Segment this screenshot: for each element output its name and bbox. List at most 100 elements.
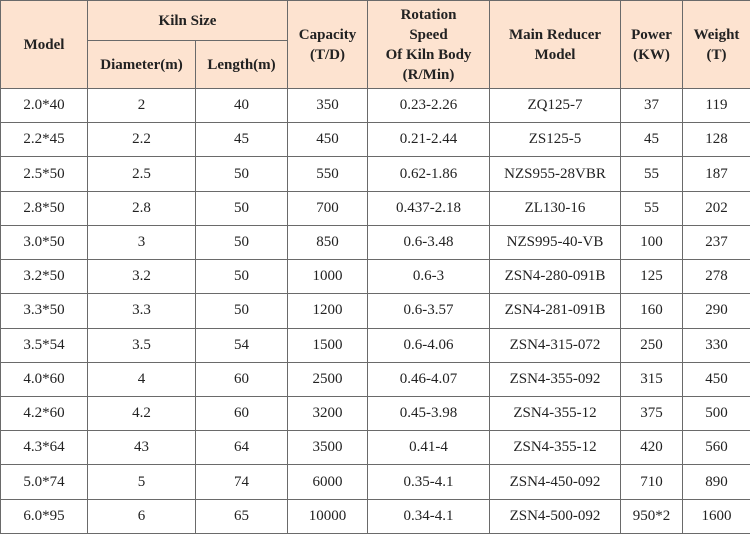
table-cell: 55 xyxy=(620,190,684,226)
header-text: Power xyxy=(631,26,672,43)
table-cell: 560 xyxy=(682,430,750,466)
table-cell: 64 xyxy=(194,430,289,466)
header-cell: Model xyxy=(0,0,88,89)
table-cell: 50 xyxy=(194,156,289,192)
table-cell: 0.6-4.06 xyxy=(367,327,491,363)
header-text: (T) xyxy=(706,46,727,63)
header-cell: Main Reducer Model xyxy=(489,0,622,89)
header-text: (KW) xyxy=(633,46,670,63)
table-cell: 2.5*50 xyxy=(0,156,88,192)
table-cell: 2.8*50 xyxy=(0,190,88,226)
header-cell: Length(m) xyxy=(194,40,289,89)
header-text: Model xyxy=(534,46,576,63)
header-row: Model Kiln Size Capacity (T/D) Rotation Sp… xyxy=(0,0,750,89)
table-row: 5.0*74 5 74 6000 0.35-4.1 ZSN4-450-092 710 890 xyxy=(0,464,750,500)
table-cell: 290 xyxy=(682,293,750,329)
table-row: 2.2*45 2.2 45 450 0.21-2.44 ZS125-5 45 128 xyxy=(0,122,750,158)
table-cell: 43 xyxy=(87,430,196,466)
table-cell: ZSN4-355-092 xyxy=(489,361,622,397)
header-cell: Power (KW) xyxy=(620,0,684,89)
table-cell: 3.2*50 xyxy=(0,259,88,295)
table-cell: 450 xyxy=(287,122,369,158)
table-cell: 850 xyxy=(287,224,369,261)
table-cell: 55 xyxy=(620,156,684,192)
table-cell: 350 xyxy=(287,87,369,124)
table-cell: 0.23-2.26 xyxy=(367,87,491,124)
table-cell: 700 xyxy=(287,190,369,226)
table-cell: 4.3*64 xyxy=(0,430,88,466)
table-cell: ZS125-5 xyxy=(489,122,622,158)
header-row: Diameter(m) Length(m) xyxy=(1,40,750,89)
table-cell: 119 xyxy=(682,87,750,124)
table-row: 2.5*50 2.5 50 550 0.62-1.86 NZS955-28VBR 55 187 xyxy=(0,156,750,192)
table-cell: 500 xyxy=(682,395,750,432)
header-text: Model xyxy=(23,36,65,53)
table-cell: 710 xyxy=(620,464,684,500)
table-cell: 1000 xyxy=(287,259,369,295)
table-cell: 0.62-1.86 xyxy=(367,156,491,192)
table-row: 3.3*50 3.3 50 1200 0.6-3.57 ZSN4-281-091B 160 2… xyxy=(0,293,750,329)
table-cell: 0.6-3.57 xyxy=(367,293,491,329)
table-cell: 3200 xyxy=(287,395,369,432)
table-cell: ZSN4-315-072 xyxy=(489,327,622,363)
header-text: Kiln Size xyxy=(158,12,217,29)
header-cell: Rotation Speed Of Kiln Body (R/Min) xyxy=(367,0,491,89)
table-cell: 128 xyxy=(682,122,750,158)
table-cell: 2.2 xyxy=(87,122,196,158)
table-cell: 3.2 xyxy=(87,259,196,295)
table-cell: 160 xyxy=(620,293,684,329)
table-cell: 40 xyxy=(194,87,289,124)
table-cell: 890 xyxy=(682,464,750,500)
table-row: 3.5*54 3.5 54 1500 0.6-4.06 ZSN4-315-072 250 33… xyxy=(0,327,750,363)
table-cell: 450 xyxy=(682,361,750,397)
header-text: (T/D) xyxy=(310,46,346,63)
table-cell: 3500 xyxy=(287,430,369,466)
table-cell: 950*2 xyxy=(620,498,684,534)
table-cell: 187 xyxy=(682,156,750,192)
table-cell: ZL130-16 xyxy=(489,190,622,226)
table-row: 3.0*50 3 50 850 0.6-3.48 NZS995-40-VB 100 237 xyxy=(0,224,750,261)
table-cell: 4.2*60 xyxy=(0,395,88,432)
table-cell: 2.8 xyxy=(87,190,196,226)
table-body: 2.0*40 2 40 350 0.23-2.26 ZQ125-7 37 119 2.2*45 2… xyxy=(0,87,750,534)
header-text: Length(m) xyxy=(207,56,276,73)
table-cell: 3.5*54 xyxy=(0,327,88,363)
table-cell: 5 xyxy=(87,464,196,500)
table-cell: 45 xyxy=(620,122,684,158)
header-text: Speed xyxy=(409,26,448,43)
table-row: 6.0*95 6 65 10000 0.34-4.1 ZSN4-500-092 950*2 1… xyxy=(0,498,750,534)
table-cell: 74 xyxy=(194,464,289,500)
table-cell: 0.437-2.18 xyxy=(367,190,491,226)
header-cell: Kiln Size xyxy=(86,0,289,41)
table-cell: 2500 xyxy=(287,361,369,397)
table-cell: 6.0*95 xyxy=(0,498,88,534)
table-cell: ZSN4-280-091B xyxy=(489,259,622,295)
header-cell: Weight (T) xyxy=(682,0,750,89)
table-cell: 50 xyxy=(194,190,289,226)
table-cell: NZS995-40-VB xyxy=(489,224,622,261)
header-text: Of Kiln Body xyxy=(385,46,472,63)
table-cell: 50 xyxy=(194,293,289,329)
table-cell: 0.21-2.44 xyxy=(367,122,491,158)
table-cell: 50 xyxy=(194,259,289,295)
table-cell: 0.45-3.98 xyxy=(367,395,491,432)
table-cell: 1600 xyxy=(682,498,750,534)
table-cell: ZSN4-355-12 xyxy=(489,430,622,466)
table-cell: 0.35-4.1 xyxy=(367,464,491,500)
table-cell: 0.6-3 xyxy=(367,259,491,295)
table-cell: 1500 xyxy=(287,327,369,363)
table-cell: 10000 xyxy=(287,498,369,534)
table-cell: 125 xyxy=(620,259,684,295)
table-cell: 4.2 xyxy=(87,395,196,432)
table-row: 2.8*50 2.8 50 700 0.437-2.18 ZL130-16 55 202 xyxy=(0,190,750,226)
table-cell: 550 xyxy=(287,156,369,192)
table-cell: 4.0*60 xyxy=(0,361,88,397)
table-cell: 375 xyxy=(620,395,684,432)
table-cell: ZSN4-281-091B xyxy=(489,293,622,329)
table-cell: 0.41-4 xyxy=(367,430,491,466)
table-cell: 250 xyxy=(620,327,684,363)
table-cell: 65 xyxy=(194,498,289,534)
header-text: (R/Min) xyxy=(402,66,455,83)
table-cell: 0.34-4.1 xyxy=(367,498,491,534)
